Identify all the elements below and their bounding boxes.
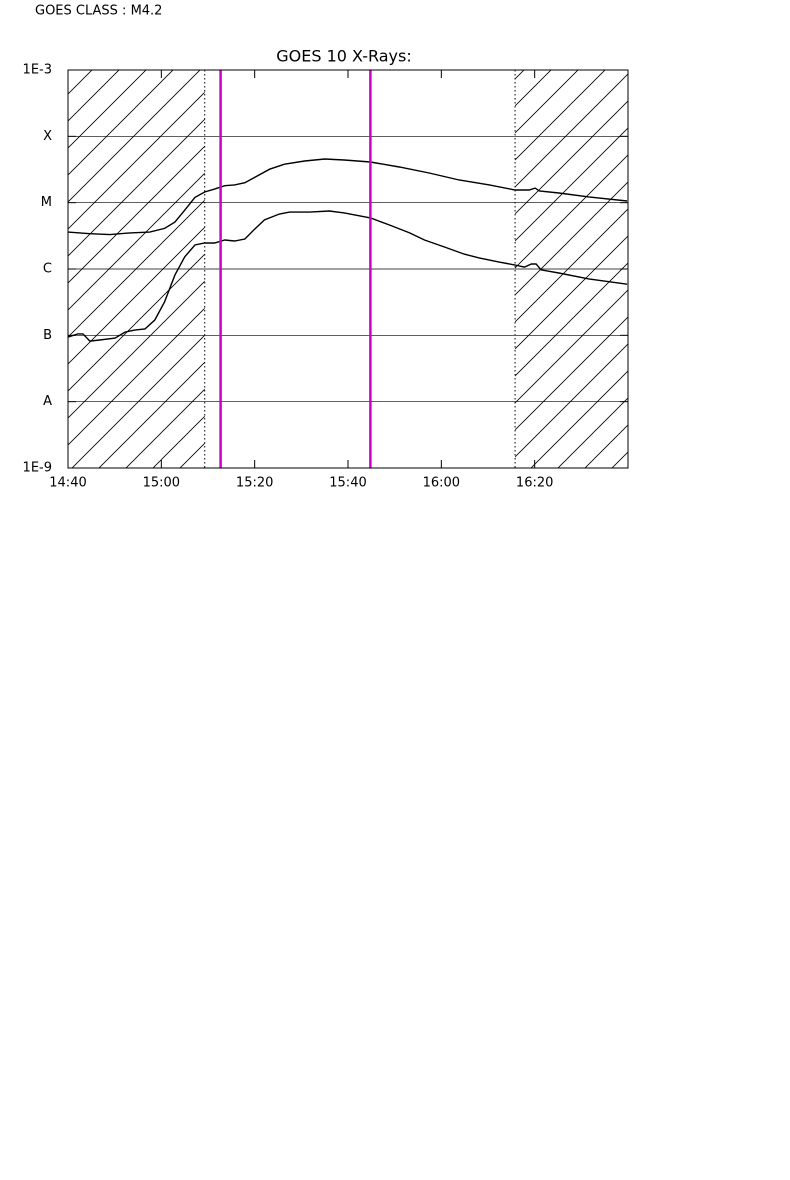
y-tick-label: 1E-9 [23,461,52,476]
y-tick-label: M [41,195,52,210]
x-tick-label: 14:40 [49,476,86,491]
y-tick-label: A [43,394,52,409]
y-tick-label: B [43,328,52,343]
y-tick-label: X [43,129,52,144]
x-tick-label: 15:40 [329,476,366,491]
x-tick-label: 16:00 [423,476,460,491]
series-line [67,210,628,342]
y-tick-label: 1E-3 [23,63,52,78]
chart-title: GOES 10 X-Rays: [276,47,412,66]
plot-frame [67,69,629,469]
x-tick-label: 15:00 [143,476,180,491]
x-tick-label: 15:20 [236,476,273,491]
class-label: GOES CLASS : M4.2 [35,4,162,19]
y-tick-label: C [43,262,52,277]
x-tick-label: 16:20 [516,476,553,491]
series-line [67,158,628,236]
